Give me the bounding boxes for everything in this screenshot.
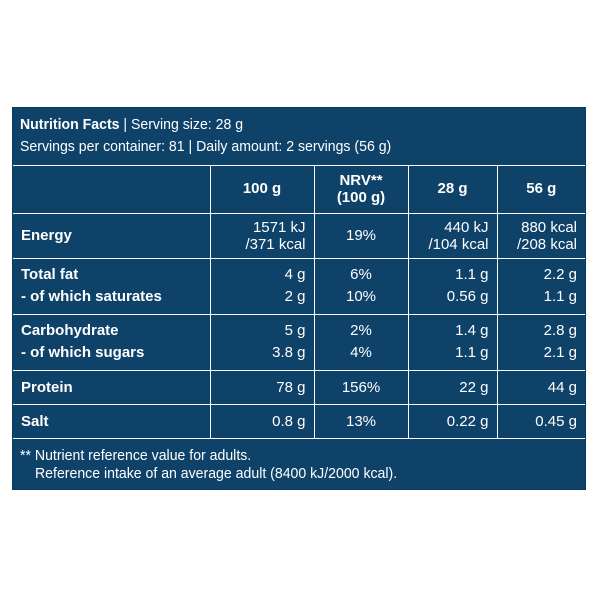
value-nrv: 13% bbox=[313, 403, 409, 439]
sugars-28g: 1.1 g bbox=[455, 344, 489, 361]
saturates-28g: 0.56 g bbox=[446, 288, 489, 305]
carbohydrate-100g: 5 g bbox=[284, 322, 306, 339]
servings-per-container: Servings per container: 81 bbox=[20, 138, 185, 155]
saturates-100g: 2 g bbox=[284, 288, 306, 305]
table-row-protein: Protein 78 g 156% 22 g 44 g bbox=[13, 369, 585, 405]
header-line-2: Servings per container: 81 | Daily amoun… bbox=[20, 138, 391, 155]
value-nrv: 156% bbox=[313, 369, 409, 405]
daily-amount: Daily amount: 2 servings (56 g) bbox=[196, 138, 392, 155]
nrv-header-line2: (100 g) bbox=[336, 188, 386, 206]
table-row-salt: Salt 0.8 g 13% 0.22 g 0.45 g bbox=[13, 403, 585, 439]
total-fat-nrv: 6% bbox=[350, 266, 372, 283]
value-nrv: 2% 4% bbox=[313, 313, 409, 371]
total-fat-56g: 2.2 g bbox=[543, 266, 577, 283]
nutrition-title: Nutrition Facts bbox=[20, 116, 120, 133]
value-nrv: 19% bbox=[313, 212, 409, 259]
value-100g: 1571 kJ /371 kcal bbox=[209, 212, 315, 259]
saturates-56g: 1.1 g bbox=[543, 288, 577, 305]
value-56g: 44 g bbox=[496, 369, 585, 405]
value-56g: 0.45 g bbox=[496, 403, 585, 439]
table-header-row: 100 g NRV** (100 g) 28 g 56 g bbox=[13, 165, 585, 214]
carbohydrate-28g: 1.4 g bbox=[455, 322, 489, 339]
saturates-nrv: 10% bbox=[345, 288, 377, 305]
sugars-100g: 3.8 g bbox=[272, 344, 306, 361]
total-fat-100g: 4 g bbox=[284, 266, 306, 283]
sugars-56g: 2.1 g bbox=[543, 344, 577, 361]
footnote-line-1: ** Nutrient reference value for adults. bbox=[20, 447, 252, 464]
value-56g: 880 kcal /208 kcal bbox=[496, 212, 585, 259]
serving-size: Serving size: 28 g bbox=[130, 116, 244, 133]
value-nrv: 6% 10% bbox=[313, 257, 409, 315]
energy-56g-kcal-2: /208 kcal bbox=[516, 235, 577, 253]
table-row-carb-group: Carbohydrate - of which sugars 5 g 3.8 g… bbox=[13, 313, 585, 371]
saturates-label: - of which saturates bbox=[21, 288, 162, 305]
nutrient-name: Total fat - of which saturates bbox=[13, 257, 211, 315]
energy-100g-kj: 1571 kJ bbox=[252, 218, 306, 236]
value-56g: 2.2 g 1.1 g bbox=[496, 257, 585, 315]
nutrient-name: Protein bbox=[13, 369, 211, 405]
header-separator: | bbox=[119, 116, 131, 133]
nutrient-name: Carbohydrate - of which sugars bbox=[13, 313, 211, 371]
value-28g: 22 g bbox=[407, 369, 498, 405]
carbohydrate-nrv: 2% bbox=[350, 322, 372, 339]
nutrient-name: Salt bbox=[13, 403, 211, 439]
sugars-nrv: 4% bbox=[350, 344, 372, 361]
header-line-1: Nutrition Facts | Serving size: 28 g bbox=[20, 116, 243, 133]
column-header-100g: 100 g bbox=[209, 165, 315, 214]
column-header-nutrient bbox=[13, 165, 211, 214]
energy-100g-kcal: /371 kcal bbox=[245, 235, 306, 253]
carbohydrate-label: Carbohydrate bbox=[21, 322, 119, 339]
nutrition-facts-panel: Nutrition Facts | Serving size: 28 g Ser… bbox=[12, 107, 586, 490]
total-fat-label: Total fat bbox=[21, 266, 79, 283]
value-100g: 4 g 2 g bbox=[209, 257, 315, 315]
value-28g: 440 kJ /104 kcal bbox=[407, 212, 498, 259]
nutrient-name: Energy bbox=[13, 212, 211, 259]
footnote-line-2: Reference intake of an average adult (84… bbox=[35, 465, 398, 482]
nutrition-table: 100 g NRV** (100 g) 28 g 56 g Energy 157… bbox=[13, 165, 585, 439]
sugars-label: - of which sugars bbox=[21, 344, 145, 361]
nutrition-header: Nutrition Facts | Serving size: 28 g Ser… bbox=[13, 108, 585, 166]
energy-28g-kj: 440 kJ bbox=[444, 218, 489, 236]
column-header-28g: 28 g bbox=[407, 165, 498, 214]
table-row-fat-group: Total fat - of which saturates 4 g 2 g 6… bbox=[13, 257, 585, 315]
value-28g: 0.22 g bbox=[407, 403, 498, 439]
carbohydrate-56g: 2.8 g bbox=[543, 322, 577, 339]
column-header-nrv: NRV** (100 g) bbox=[313, 165, 409, 214]
value-100g: 78 g bbox=[209, 369, 315, 405]
value-28g: 1.4 g 1.1 g bbox=[407, 313, 498, 371]
table-row-energy: Energy 1571 kJ /371 kcal 19% 440 kJ /104… bbox=[13, 212, 585, 259]
energy-56g-kcal: 880 kcal bbox=[521, 218, 577, 236]
value-56g: 2.8 g 2.1 g bbox=[496, 313, 585, 371]
value-100g: 5 g 3.8 g bbox=[209, 313, 315, 371]
value-28g: 1.1 g 0.56 g bbox=[407, 257, 498, 315]
header-separator-2: | bbox=[184, 138, 197, 155]
energy-28g-kcal: /104 kcal bbox=[428, 235, 489, 253]
total-fat-28g: 1.1 g bbox=[455, 266, 489, 283]
column-header-56g: 56 g bbox=[496, 165, 585, 214]
footnote: ** Nutrient reference value for adults. … bbox=[13, 438, 585, 482]
value-100g: 0.8 g bbox=[209, 403, 315, 439]
nrv-header-line1: NRV** bbox=[339, 171, 383, 189]
